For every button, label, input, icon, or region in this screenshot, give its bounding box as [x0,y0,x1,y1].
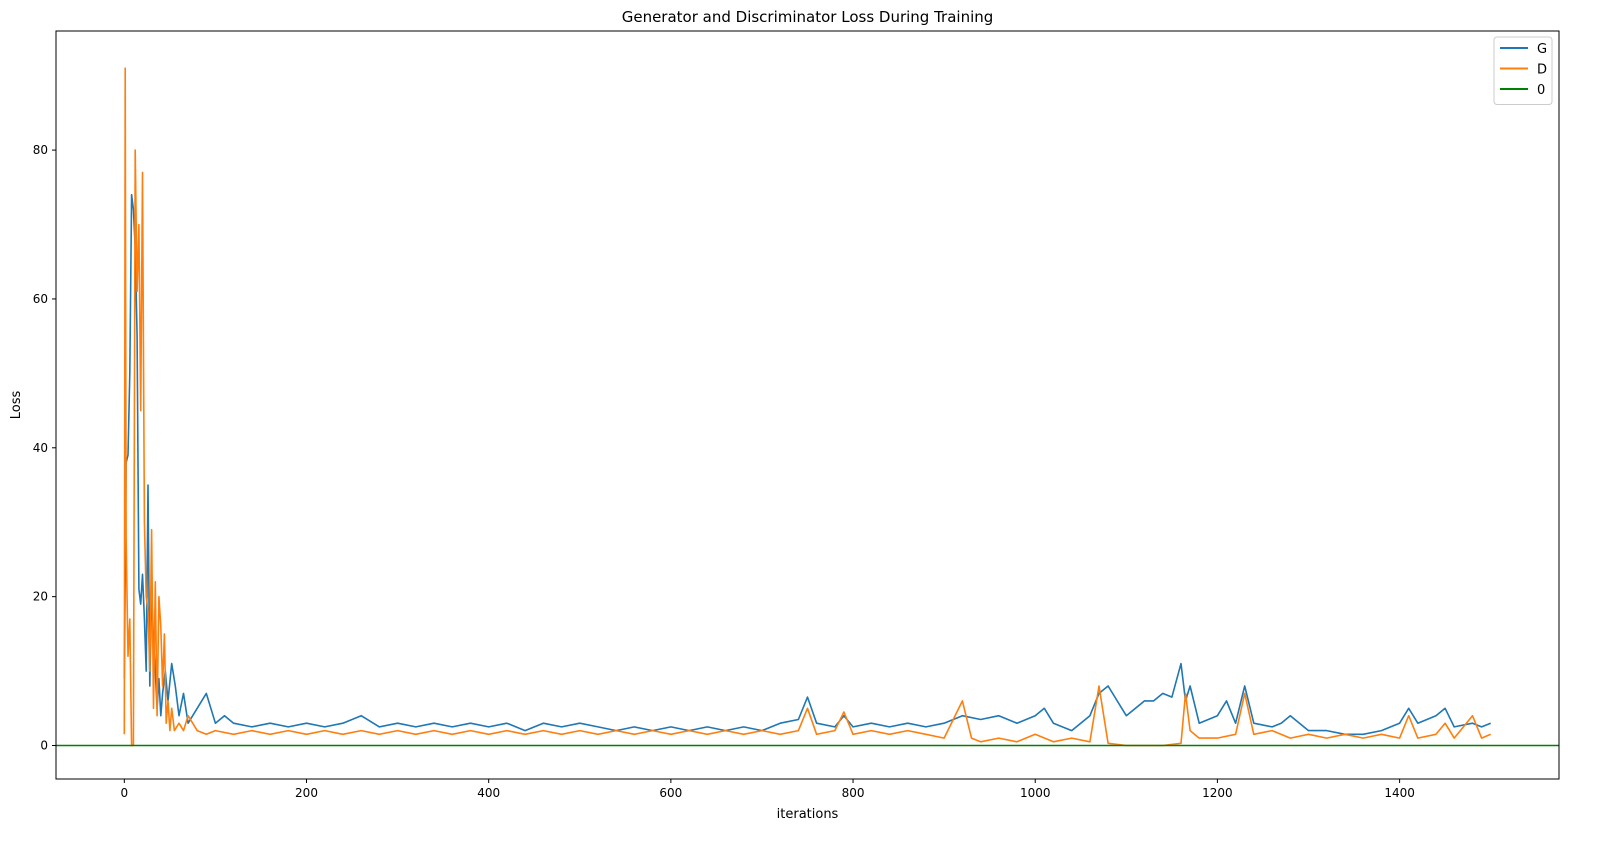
series-line-G [123,193,1492,736]
x-tick-label: 400 [477,786,500,800]
x-tick-label: 200 [295,786,318,800]
legend-label-G: G [1537,42,1547,57]
legend: GD 0 [1493,36,1553,105]
y-tick-label: 0 [40,739,48,753]
x-tick-label: 1200 [1202,786,1233,800]
x-tick-label: 1000 [1020,786,1051,800]
y-tick-label: 80 [33,143,48,157]
x-tick-label: 800 [842,786,865,800]
y-tick-label: 20 [33,590,48,604]
series-line-D [123,67,1492,747]
legend-label-D: D [1537,63,1547,78]
x-tick-label: 600 [659,786,682,800]
x-tick-label: 0 [120,786,128,800]
plot-area [56,67,1559,747]
legend-label-0: 0 [1537,83,1545,98]
chart-title: Generator and Discriminator Loss During … [622,8,994,26]
x-tick-label: 1400 [1384,786,1415,800]
legend-box [1493,36,1553,105]
y-tick-label: 40 [33,441,48,455]
y-axis-label: Loss [9,391,24,420]
axes-frame [55,30,1560,780]
y-tick-label: 60 [33,292,48,306]
x-axis-label: iterations [777,807,839,822]
